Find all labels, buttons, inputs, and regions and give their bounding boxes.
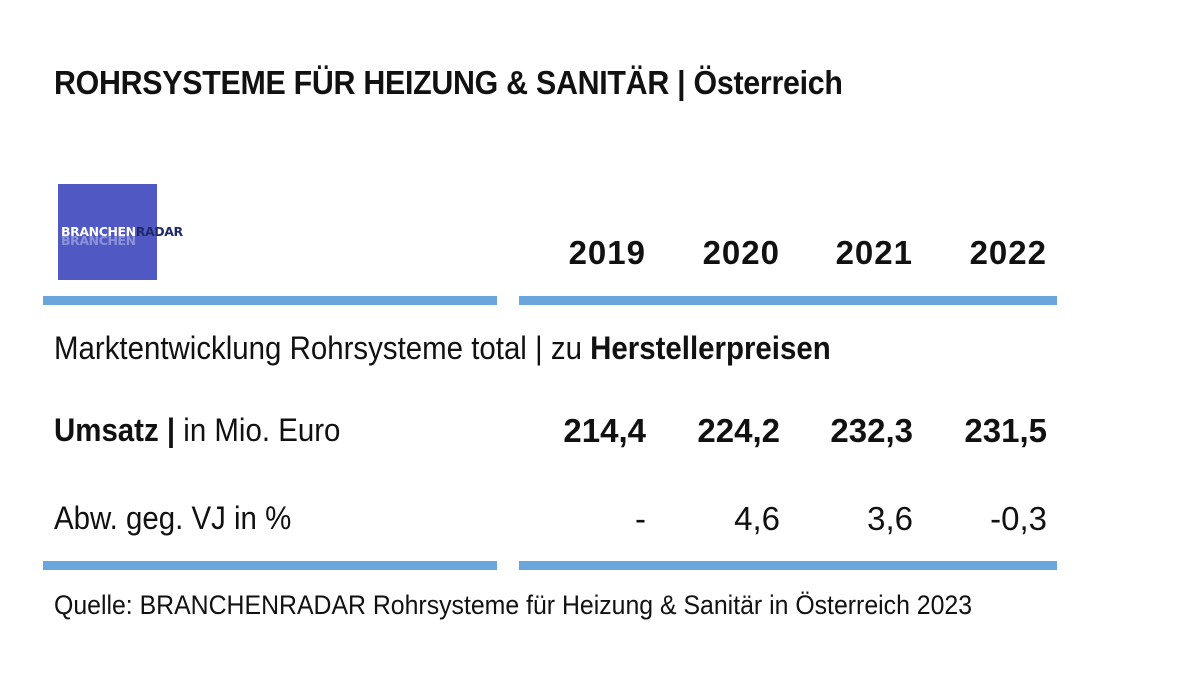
umsatz-value-2020: 224,2 [697, 412, 780, 449]
section-heading-bold: Herstellerpreisen [590, 330, 831, 366]
footer-divider-left [43, 561, 497, 570]
abw-value-2019: - [635, 500, 646, 537]
abw-value-2021: 3,6 [867, 500, 913, 537]
section-heading: Marktentwicklung Rohrsysteme total | zu … [54, 330, 831, 367]
year-header-2021: 2021 [835, 234, 913, 271]
abw-value-2020: 4,6 [734, 500, 780, 537]
branchenradar-logo: BRANCHEN BRANCHENRADAR [58, 184, 183, 280]
logo-text-part1: BRANCHEN [61, 224, 136, 239]
umsatz-value-2019: 214,4 [563, 412, 646, 449]
abw-value-2022: -0,3 [990, 500, 1047, 537]
logo-reflection: BRANCHEN [61, 233, 136, 248]
section-heading-text: Marktentwicklung Rohrsysteme total | zu [54, 330, 591, 366]
umsatz-value-2021: 232,3 [830, 412, 913, 449]
logo-wordmark: BRANCHENRADAR [61, 224, 183, 239]
row-label-abweichung: Abw. geg. VJ in % [54, 500, 292, 536]
year-header-2019: 2019 [568, 234, 646, 271]
header-divider-right [519, 296, 1057, 305]
source-note: Quelle: BRANCHENRADAR Rohrsysteme für He… [54, 590, 973, 620]
footer-divider-right [519, 561, 1057, 570]
umsatz-value-2022: 231,5 [964, 412, 1047, 449]
logo-text-part2: RADAR [135, 224, 183, 239]
year-header-2022: 2022 [969, 234, 1047, 271]
row-label-umsatz-bold: Umsatz | [54, 412, 176, 448]
year-header-2020: 2020 [702, 234, 780, 271]
header-divider-left [43, 296, 497, 305]
row-label-umsatz: Umsatz | in Mio. Euro [54, 412, 340, 449]
page-title: ROHRSYSTEME FÜR HEIZUNG & SANITÄR | Öste… [54, 64, 843, 101]
row-label-umsatz-unit: in Mio. Euro [175, 412, 341, 448]
